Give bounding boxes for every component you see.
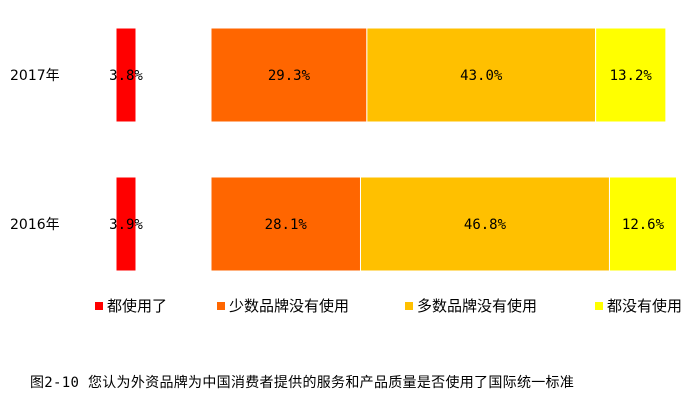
bar-segment <box>608 176 678 272</box>
legend-swatch <box>595 301 603 310</box>
data-label: 3.9% <box>109 217 143 233</box>
bar-segment <box>359 176 610 272</box>
bar-segment <box>115 176 137 272</box>
data-label: 28.1% <box>265 217 308 233</box>
bar-segment <box>595 27 667 123</box>
legend-item: 多数品牌没有使用 <box>405 294 537 318</box>
legend-swatch <box>405 301 413 310</box>
legend-item: 少数品牌没有使用 <box>217 294 349 318</box>
legend-swatch <box>217 301 225 310</box>
legend-label: 少数品牌没有使用 <box>229 297 350 315</box>
data-label: 13.2% <box>610 68 653 84</box>
category-label: 2017年 <box>10 68 60 84</box>
category-label: 2016年 <box>10 217 60 233</box>
bar-segment <box>366 27 597 123</box>
data-label: 46.8% <box>464 217 507 233</box>
legend-item: 都使用了 <box>95 294 167 318</box>
legend-item: 都没有使用 <box>595 294 682 318</box>
data-label: 3.8% <box>109 68 143 84</box>
stacked-bar-chart: 2017年 3.8% 29.3% 43.0% 13.2% 2016年 3.9% 28.1% 46… <box>10 27 678 272</box>
legend-label: 多数品牌没有使用 <box>417 297 538 315</box>
bar-segment <box>115 27 137 123</box>
bar-segment <box>210 176 361 272</box>
data-label: 12.6% <box>622 217 665 233</box>
figure-caption: 图2-10 您认为外资品牌为中国消费者提供的服务和产品质量是否使用了国际统一标准 <box>30 375 575 391</box>
legend: 都使用了 少数品牌没有使用 多数品牌没有使用 都没有使用 <box>95 294 699 318</box>
legend-label: 都使用了 <box>107 297 168 315</box>
legend-label: 都没有使用 <box>607 297 683 315</box>
bar-segment <box>210 27 368 123</box>
data-label: 43.0% <box>460 68 503 84</box>
data-label: 29.3% <box>268 68 311 84</box>
legend-swatch <box>95 301 103 310</box>
